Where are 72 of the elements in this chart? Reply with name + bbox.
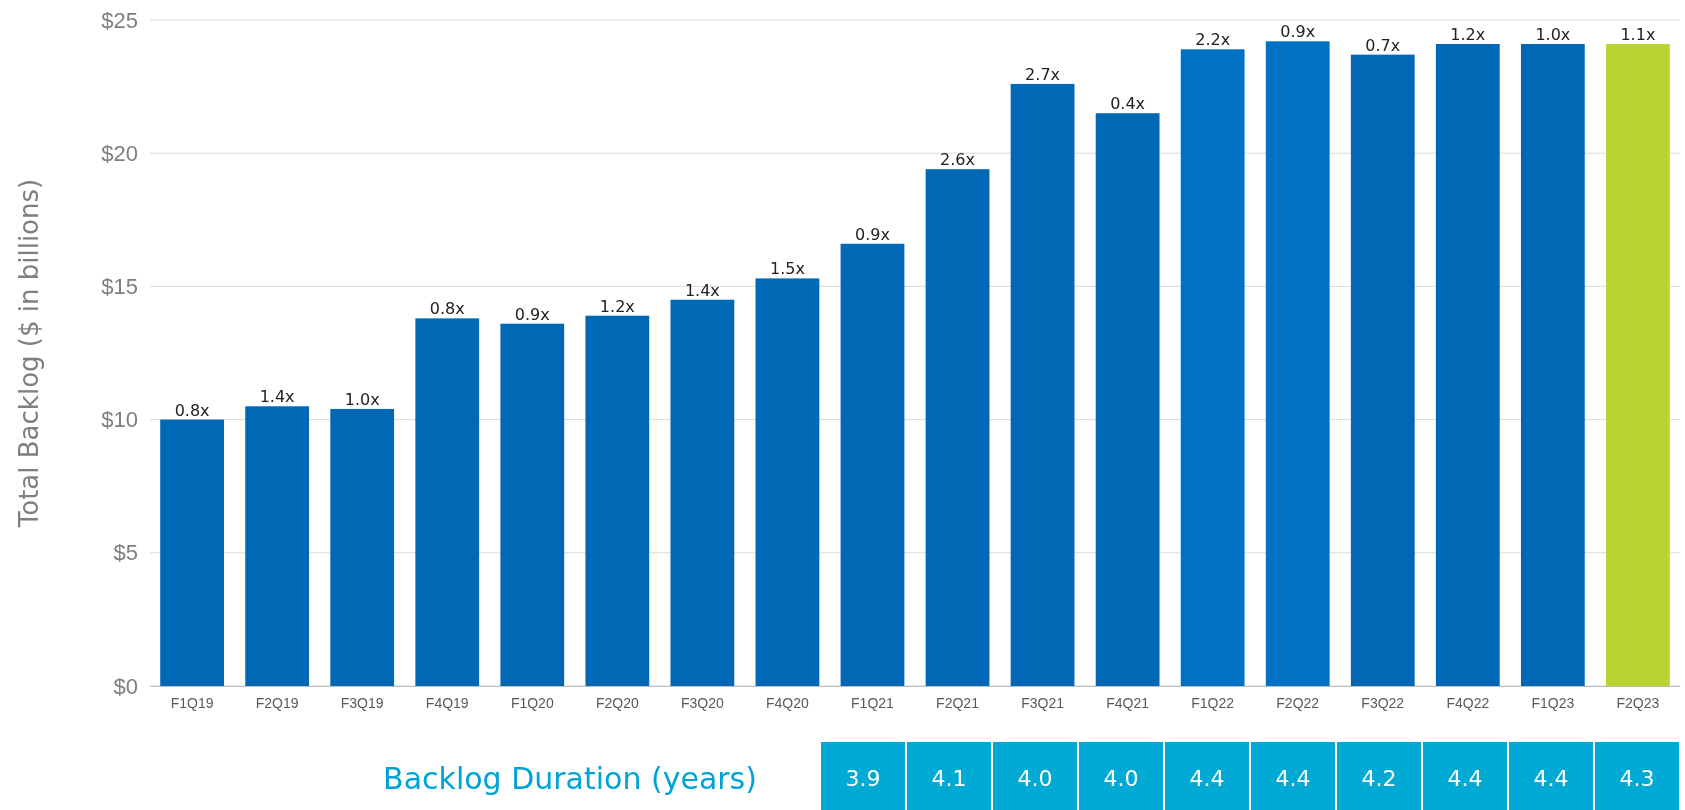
annotation: 1.2x	[599, 296, 635, 316]
text: 4.0	[1103, 766, 1139, 791]
text: 4.1	[931, 766, 967, 791]
bar	[330, 408, 395, 686]
x-tick-label: F4Q22	[1446, 694, 1490, 711]
x-tick-label: F1Q20	[510, 694, 554, 711]
text: 4.4	[1189, 766, 1225, 791]
text: 4.3	[1619, 766, 1655, 791]
annotation: 0.8x	[429, 299, 465, 319]
x-tick-label: F4Q20	[766, 694, 810, 711]
bar	[1010, 83, 1075, 686]
annotation: 2.6x	[940, 150, 975, 170]
bar	[160, 419, 224, 686]
bar	[1265, 41, 1330, 686]
annotation: 0.9x	[855, 224, 890, 244]
y-tick-label: $25	[101, 7, 138, 33]
text: 4.2	[1361, 766, 1397, 791]
x-tick-label: F3Q21	[1021, 694, 1065, 711]
y-tick-label: $10	[101, 407, 138, 433]
annotation: 0.9x	[514, 304, 550, 324]
x-tick-label: F2Q19	[255, 694, 299, 711]
annotation: 2.7x	[1025, 64, 1061, 84]
annotation: 0.4x	[1110, 94, 1146, 114]
y-tick-label: $20	[101, 140, 138, 166]
y-tick-label: $5	[113, 540, 138, 566]
x-tick-label: F1Q23	[1531, 694, 1575, 711]
x-tick-label: F3Q20	[680, 694, 724, 711]
bar	[1180, 49, 1245, 686]
annotation: 1.1x	[1620, 24, 1656, 44]
x-tick-label: F1Q19	[170, 694, 214, 711]
bar	[500, 323, 565, 686]
annotation: 1.2x	[1450, 24, 1486, 44]
text: 4.4	[1533, 766, 1569, 791]
bar	[1520, 43, 1585, 686]
x-tick-label: F2Q20	[595, 694, 639, 711]
bar	[245, 406, 310, 686]
annotation: 1.0x	[1535, 24, 1571, 44]
bar	[1095, 113, 1160, 686]
bar	[1606, 43, 1670, 686]
text: 4.4	[1447, 766, 1483, 791]
x-tick-label: F2Q21	[936, 694, 980, 711]
bar	[415, 318, 480, 686]
y-tick-label: $0	[113, 673, 138, 699]
text: 3.9	[845, 766, 881, 791]
bar	[585, 315, 650, 686]
text: Backlog Duration (years)	[383, 761, 757, 796]
text: 4.0	[1017, 766, 1053, 791]
bar	[925, 169, 990, 686]
annotation: 1.0x	[344, 389, 380, 409]
annotation: 0.9x	[1280, 22, 1316, 42]
annotation: 0.8x	[174, 400, 210, 420]
x-tick-label: F4Q21	[1106, 694, 1150, 711]
text: 4.4	[1275, 766, 1311, 791]
bar	[840, 243, 905, 686]
bar	[670, 299, 735, 686]
bar	[1350, 54, 1415, 686]
x-tick-label: F2Q22	[1276, 694, 1320, 711]
annotation: 1.4x	[684, 280, 720, 300]
y-tick-label: $15	[101, 273, 138, 299]
annotation: 1.5x	[769, 259, 805, 279]
annotation: 0.7x	[1365, 35, 1401, 55]
x-tick-label: F3Q19	[340, 694, 384, 711]
x-tick-label: F1Q21	[851, 694, 895, 711]
y-axis-title: Total Backlog ($ in billions)	[14, 178, 44, 529]
x-tick-label: F3Q22	[1361, 694, 1405, 711]
x-tick-label: F4Q19	[425, 694, 469, 711]
x-tick-label: F1Q22	[1191, 694, 1235, 711]
bar	[1435, 43, 1500, 686]
bar	[755, 278, 820, 686]
annotation: 1.4x	[259, 387, 295, 407]
annotation: 2.2x	[1195, 30, 1231, 50]
x-tick-label: F2Q23	[1616, 694, 1660, 711]
